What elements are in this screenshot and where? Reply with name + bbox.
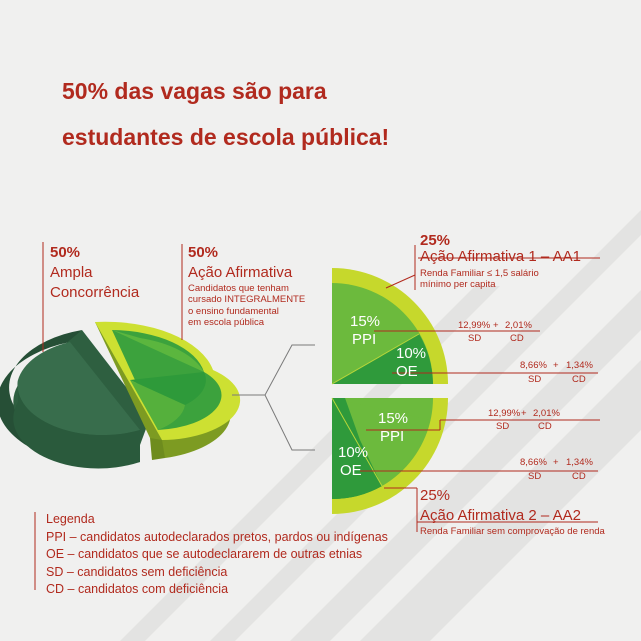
legend: Legenda PPI – candidatos autodeclarados … — [46, 511, 388, 599]
aa1-oe-pct: 10% — [396, 345, 427, 362]
aa1-pct: 25% — [420, 232, 451, 249]
aa1-oe-cd: 1,34% — [566, 360, 593, 371]
acao-desc-line: em escola pública — [188, 317, 265, 329]
headline-line-2: estudantes de escola pública! — [62, 124, 390, 150]
aa2-description: Renda Familiar sem comprovação de renda — [420, 526, 605, 537]
headline-line-1: 50% das vagas são para — [62, 78, 327, 104]
aa2-title: Ação Afirmativa 2 – AA2 — [420, 507, 581, 524]
legend-item: SD – candidatos sem deficiência — [46, 564, 228, 579]
aa1-oe-sd: 8,66% — [520, 360, 547, 371]
aa2-ppi-pct: 15% — [378, 410, 409, 427]
acao-afirmativa-slice — [95, 321, 241, 460]
legend-item: CD – candidatos com deficiência — [46, 582, 229, 596]
aa1-desc-line: Renda Familiar ≤ 1,5 salário — [420, 268, 539, 279]
acao-description: Candidatos que tenham cursado INTEGRALME… — [188, 283, 328, 329]
aa2-ppi-cd-label: CD — [538, 421, 552, 432]
aa1-ppi-pct: 15% — [350, 313, 381, 330]
aa1-ppi-label: PPI — [352, 331, 377, 348]
legend-item: PPI – candidatos autodeclarados pretos, … — [46, 529, 388, 544]
acao-label: Ação Afirmativa — [188, 264, 293, 281]
aa1-desc-line: mínimo per capita — [420, 279, 496, 291]
ampla-label-1: Ampla — [50, 264, 93, 281]
legend-title: Legenda — [46, 512, 95, 526]
aa2-oe-plus: + — [553, 457, 559, 468]
aa2-oe-cd: 1,34% — [566, 457, 593, 468]
acao-pct: 50% — [188, 244, 219, 261]
aa1-ppi-cd: 2,01% — [505, 320, 532, 331]
acao-desc-line: o ensino fundamental — [188, 305, 279, 317]
aa1-ppi-cd-label: CD — [510, 333, 524, 344]
aa1-oe-label: OE — [396, 363, 418, 380]
ampla-concorrencia-slice — [0, 330, 151, 469]
acao-desc-line: cursado INTEGRALMENTE — [188, 294, 306, 306]
aa2-ppi-sd-label: SD — [496, 421, 510, 432]
aa1-oe-cd-label: CD — [572, 374, 586, 385]
acao-desc-line: Candidatos que tenham — [188, 283, 289, 294]
ampla-pct: 50% — [50, 244, 81, 261]
aa1-oe-plus: + — [553, 360, 559, 371]
aa2-ppi-plus: + — [521, 408, 527, 419]
ampla-label-2: Concorrência — [50, 284, 140, 301]
aa2-oe-sd: 8,66% — [520, 457, 547, 468]
aa2-ppi-cd: 2,01% — [533, 408, 560, 419]
aa1-oe-sd-label: SD — [528, 374, 542, 385]
aa1-ppi-plus: + — [493, 320, 499, 331]
legend-item: OE – candidatos que se autodeclararem de… — [46, 547, 363, 561]
aa2-pct: 25% — [420, 487, 451, 504]
aa2-oe-sd-label: SD — [528, 471, 542, 482]
aa1-ppi-sd: 12,99% — [458, 320, 491, 331]
aa1-ppi-sd-label: SD — [468, 333, 482, 344]
aa1-description: Renda Familiar ≤ 1,5 salário mínimo per … — [420, 268, 539, 291]
aa2-oe-label: OE — [340, 462, 362, 479]
aa1-title: Ação Afirmativa 1 – AA1 — [420, 248, 581, 265]
aa2-oe-pct: 10% — [338, 444, 369, 461]
aa2-oe-cd-label: CD — [572, 471, 586, 482]
aa2-ppi-sd: 12,99% — [488, 408, 521, 419]
aa2-ppi-label: PPI — [380, 428, 405, 445]
